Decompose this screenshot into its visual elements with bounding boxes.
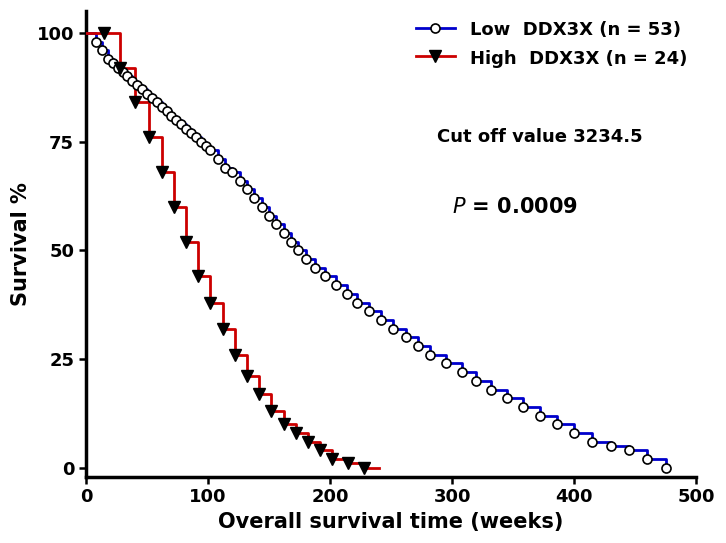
Y-axis label: Survival %: Survival %: [11, 182, 31, 306]
Legend: Low  DDX3X (n = 53), High  DDX3X (n = 24): Low DDX3X (n = 53), High DDX3X (n = 24): [415, 20, 687, 68]
Text: Cut off value 3234.5: Cut off value 3234.5: [437, 128, 643, 146]
Text: $\it{P}$ = 0.0009: $\it{P}$ = 0.0009: [452, 197, 578, 217]
X-axis label: Overall survival time (weeks): Overall survival time (weeks): [219, 512, 564, 532]
